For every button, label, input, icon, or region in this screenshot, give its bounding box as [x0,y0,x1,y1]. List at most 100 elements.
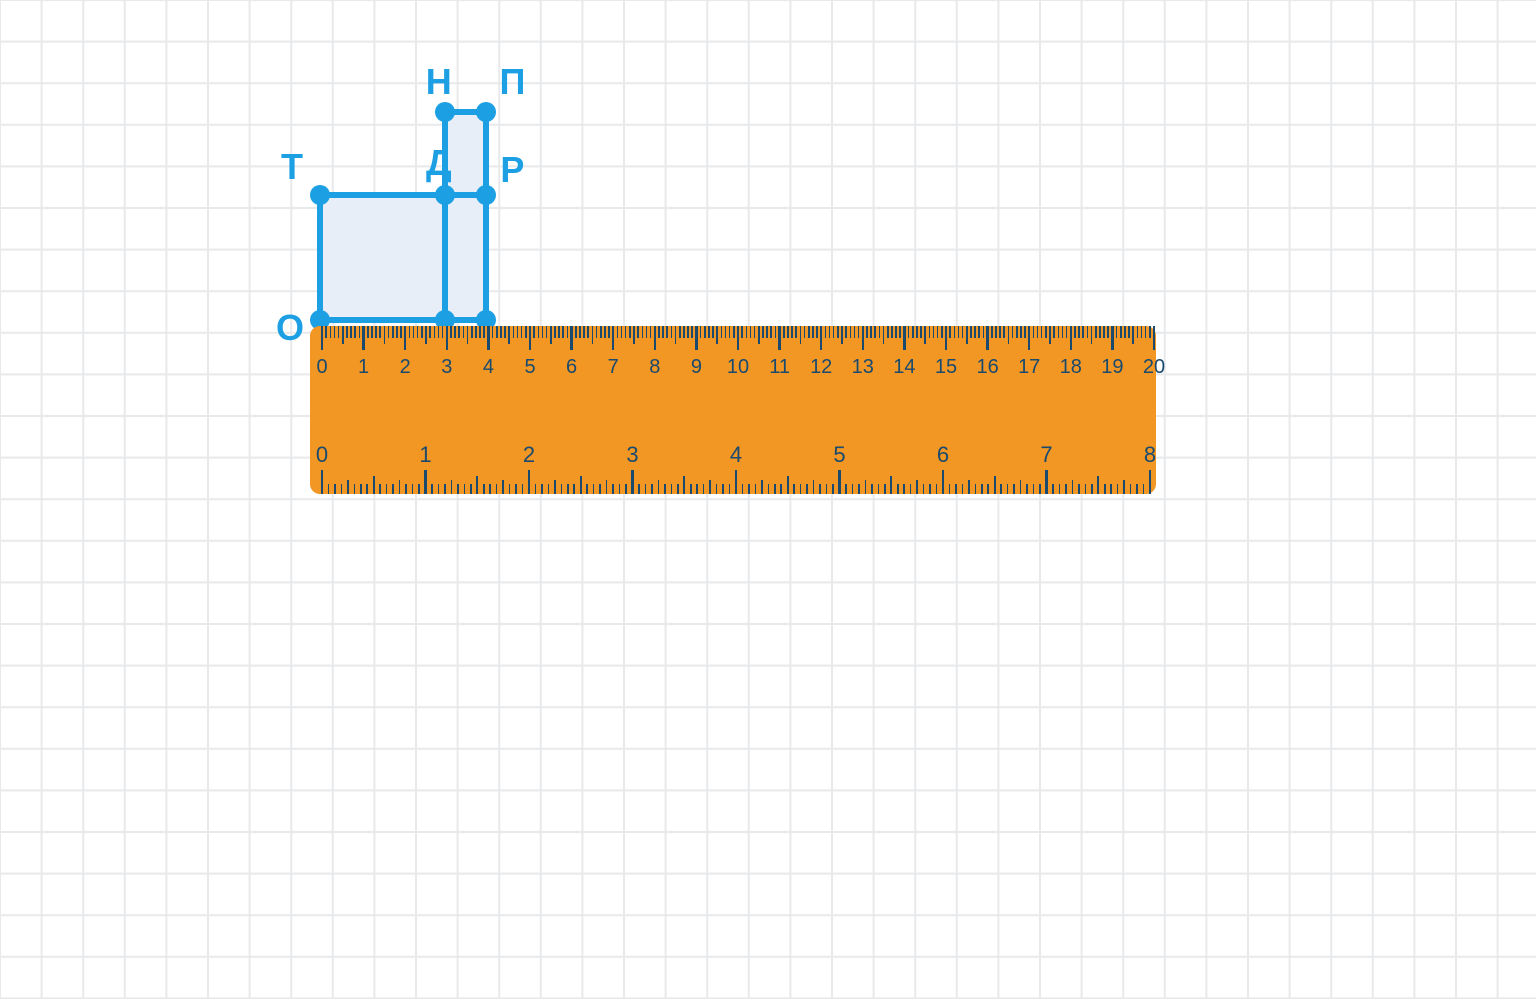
ruler-tick [1026,484,1028,494]
vertex-label: Н [426,61,452,103]
ruler-tick [671,326,673,338]
ruler-tick [883,326,885,344]
ruler-tick [1020,480,1022,494]
ruler-tick [755,484,757,494]
ruler-tick [508,326,510,344]
ruler-tick [412,484,414,494]
shape-vertex[interactable] [476,185,496,205]
ruler-tick [504,326,506,338]
ruler-tick [496,484,498,494]
ruler-tick [354,326,356,338]
vertex-label: О [276,307,304,349]
ruler-tick [463,326,465,338]
ruler-tick [1020,326,1022,338]
ruler-tick [775,326,777,338]
ruler-tick [1124,326,1126,338]
ruler-tick [325,326,327,338]
ruler-tick [424,470,426,494]
ruler-in-number: 4 [730,442,742,468]
shape-edge [317,192,489,198]
ruler-tick [1053,326,1055,338]
ruler-tick [457,484,459,494]
ruler-tick [360,484,362,494]
ruler-tick [515,484,517,494]
ruler-tick [1145,326,1147,338]
ruler-tick [1066,326,1068,338]
ruler-tick [444,484,446,494]
ruler-tick [975,484,977,494]
ruler-tick [725,326,727,338]
shape-vertex[interactable] [476,102,496,122]
ruler-tick [758,326,760,344]
ruler-cm-number: 6 [566,356,577,379]
ruler-tick [1065,484,1067,494]
ruler-tick [379,484,381,494]
ruler-tick [968,480,970,494]
ruler-tick [396,326,398,338]
ruler-tick [949,326,951,338]
ruler-tick [438,484,440,494]
ruler-in-number: 7 [1040,442,1052,468]
ruler-tick [658,480,660,494]
ruler-tick [1136,484,1138,494]
shape-vertex[interactable] [435,102,455,122]
ruler-tick [650,326,652,338]
ruler-tick [908,326,910,338]
ruler-in-number: 0 [316,442,328,468]
ruler-tick [687,326,689,338]
grid-background [0,0,1536,999]
ruler-tick [373,476,375,494]
ruler-tick [712,326,714,338]
ruler-tick [826,484,828,494]
ruler[interactable]: 0123456789101112131415161718192001234567… [310,326,1156,494]
ruler-tick [865,480,867,494]
ruler-tick [535,484,537,494]
ruler-tick [897,484,899,494]
shape-vertex[interactable] [435,185,455,205]
ruler-tick [392,484,394,494]
ruler-tick [791,326,793,338]
ruler-tick [929,326,931,338]
ruler-tick [708,326,710,338]
ruler-tick [850,326,852,338]
ruler-tick [890,476,892,494]
ruler-tick [587,326,589,338]
ruler-tick [464,484,466,494]
ruler-tick [1052,484,1054,494]
shape-vertex[interactable] [310,185,330,205]
ruler-tick [812,326,814,338]
ruler-tick [431,484,433,494]
ruler-tick [845,484,847,494]
ruler-in-number: 2 [523,442,535,468]
ruler-tick [629,326,631,338]
ruler-tick [1123,480,1125,494]
ruler-tick [321,470,323,494]
ruler-tick [1130,484,1132,494]
ruler-tick [513,326,515,338]
ruler-tick [467,326,469,344]
ruler-tick [691,326,693,338]
ruler-tick [770,326,772,338]
ruler-cm-number: 1 [358,356,369,379]
ruler-tick [679,326,681,338]
ruler-in-number: 1 [419,442,431,468]
ruler-tick [895,326,897,338]
ruler-tick [517,326,519,338]
ruler-tick [417,326,419,338]
shape-edge [483,192,489,323]
ruler-tick [1141,326,1143,338]
ruler-tick [483,326,485,338]
ruler-tick [654,326,656,350]
ruler-tick [858,484,860,494]
ruler-tick [1085,484,1087,494]
ruler-tick [554,480,556,494]
ruler-tick [500,326,502,338]
ruler-tick [874,326,876,338]
ruler-tick [405,484,407,494]
ruler-tick [683,476,685,494]
ruler-tick [1104,484,1106,494]
ruler-tick [804,326,806,338]
ruler-cm-number: 9 [691,356,702,379]
ruler-tick [1037,326,1039,338]
ruler-tick [924,326,926,344]
